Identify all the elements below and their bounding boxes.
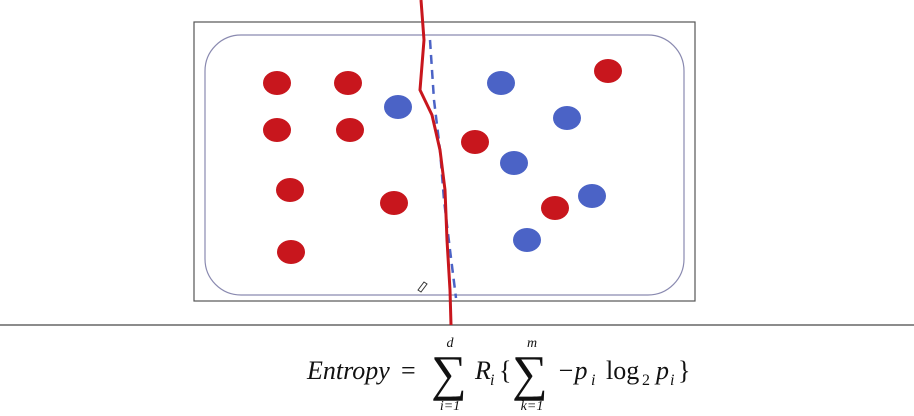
blue-dot (500, 151, 528, 175)
red-dot (541, 196, 569, 220)
red-dot (461, 130, 489, 154)
brace-close: } (678, 356, 690, 385)
red-dot (276, 178, 304, 202)
log: log (606, 356, 639, 385)
outer-frame (193, 21, 696, 302)
sum-lower: i=1 (440, 399, 460, 414)
split-line (418, 0, 453, 326)
red-dot (263, 71, 291, 95)
blue-dot (513, 228, 541, 252)
pen-cursor (417, 281, 428, 293)
blue-dot (553, 106, 581, 130)
red-dot (594, 59, 622, 83)
red-dot (263, 118, 291, 142)
sum-symbol: ∑ (512, 345, 548, 401)
brace-open: { (499, 356, 511, 385)
formula-equals: = (401, 356, 416, 385)
minus-p: −p (557, 356, 588, 385)
red-dot (336, 118, 364, 142)
p2: p (654, 356, 669, 385)
sum-upper: m (527, 336, 537, 351)
sum-lower: k=1 (521, 399, 544, 414)
blue-dots (384, 71, 606, 252)
blue-dot (578, 184, 606, 208)
formula-lhs: Entropy (306, 356, 390, 385)
red-dots (263, 59, 622, 264)
term-sub: i (490, 372, 494, 389)
log-sub: 2 (642, 372, 650, 389)
p2-sub: i (670, 372, 674, 389)
formula: Entropy = ∑ d i=1 R i { ∑ m k=1 −p i log… (306, 336, 690, 414)
blue-dot (384, 95, 412, 119)
sum-symbol: ∑ (431, 345, 467, 401)
inner-region (204, 34, 685, 296)
p-sub: i (591, 372, 595, 389)
term: R (474, 356, 491, 385)
red-dot (334, 71, 362, 95)
blue-dot (487, 71, 515, 95)
red-dot (380, 191, 408, 215)
sum-upper: d (447, 336, 455, 351)
red-dot (277, 240, 305, 264)
